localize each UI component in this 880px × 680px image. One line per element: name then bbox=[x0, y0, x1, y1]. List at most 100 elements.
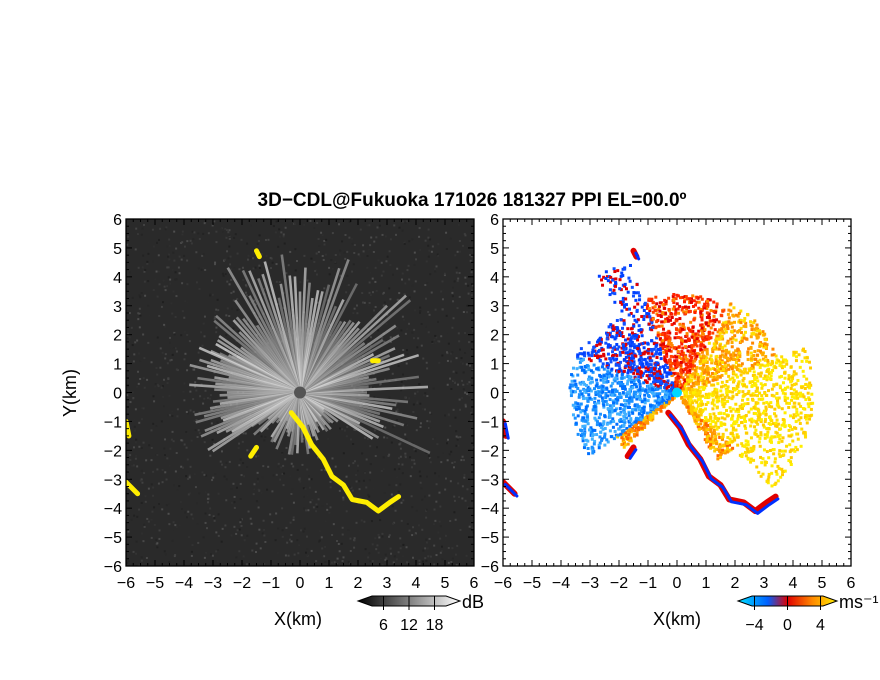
noise-pixel bbox=[184, 300, 187, 303]
velocity-pixel bbox=[668, 339, 672, 343]
velocity-pixel bbox=[697, 329, 701, 333]
noise-pixel bbox=[379, 382, 382, 385]
velocity-pixel bbox=[655, 336, 659, 340]
velocity-pixel bbox=[726, 327, 730, 331]
noise-pixel bbox=[245, 273, 248, 276]
noise-pixel bbox=[371, 543, 374, 546]
noise-pixel bbox=[424, 495, 427, 498]
noise-pixel bbox=[396, 267, 399, 270]
noise-pixel bbox=[280, 231, 283, 234]
velocity-pixel bbox=[658, 337, 662, 341]
noise-pixel bbox=[213, 516, 216, 519]
velocity-pixel bbox=[611, 327, 615, 331]
noise-pixel bbox=[456, 544, 459, 547]
noise-pixel bbox=[304, 487, 307, 490]
noise-pixel bbox=[329, 506, 332, 509]
noise-pixel bbox=[249, 224, 252, 227]
noise-pixel bbox=[447, 438, 450, 441]
noise-pixel bbox=[215, 531, 218, 534]
velocity-pixel bbox=[582, 368, 586, 372]
noise-pixel bbox=[134, 457, 137, 460]
noise-pixel bbox=[203, 556, 206, 559]
noise-pixel bbox=[369, 463, 372, 466]
velocity-pixel bbox=[694, 332, 698, 336]
noise-pixel bbox=[327, 437, 330, 440]
velocity-pixel bbox=[632, 343, 636, 347]
noise-pixel bbox=[141, 227, 144, 230]
velocity-pixel bbox=[715, 334, 719, 338]
velocity-pixel bbox=[687, 305, 691, 309]
velocity-pixel bbox=[683, 298, 687, 302]
velocity-pixel bbox=[712, 300, 716, 304]
velocity-pixel bbox=[613, 408, 617, 412]
velocity-pixel bbox=[720, 359, 724, 363]
noise-pixel bbox=[355, 474, 358, 477]
velocity-pixel bbox=[688, 354, 692, 358]
noise-pixel bbox=[451, 461, 454, 464]
noise-pixel bbox=[181, 508, 184, 511]
velocity-pixel bbox=[695, 300, 699, 304]
velocity-pixel bbox=[605, 362, 609, 366]
noise-pixel bbox=[166, 266, 169, 269]
noise-pixel bbox=[246, 242, 249, 245]
velocity-pixel bbox=[604, 396, 608, 400]
velocity-pixel bbox=[619, 318, 623, 322]
velocity-pixel bbox=[651, 366, 655, 370]
noise-pixel bbox=[228, 245, 231, 248]
noise-pixel bbox=[364, 548, 367, 551]
noise-pixel bbox=[315, 510, 318, 513]
velocity-pixel bbox=[762, 345, 766, 349]
velocity-pixel bbox=[701, 369, 705, 373]
x-tick-label: 5 bbox=[441, 575, 450, 592]
noise-pixel bbox=[235, 532, 238, 535]
velocity-pixel bbox=[640, 371, 644, 375]
velocity-pixel bbox=[772, 365, 776, 369]
noise-pixel bbox=[424, 239, 427, 242]
velocity-pixel bbox=[628, 307, 632, 311]
velocity-pixel bbox=[728, 390, 732, 394]
noise-pixel bbox=[292, 280, 295, 283]
velocity-pixel bbox=[763, 342, 767, 346]
noise-pixel bbox=[331, 267, 334, 270]
velocity-pixel bbox=[729, 302, 733, 306]
noise-pixel bbox=[388, 353, 391, 356]
noise-pixel bbox=[221, 272, 224, 275]
noise-pixel bbox=[339, 427, 342, 430]
velocity-pixel bbox=[639, 423, 643, 427]
velocity-pixel bbox=[693, 336, 697, 340]
velocity-pixel bbox=[635, 397, 639, 401]
velocity-pixel bbox=[618, 334, 622, 338]
noise-pixel bbox=[247, 254, 250, 257]
velocity-pixel bbox=[715, 442, 719, 446]
velocity-pixel bbox=[570, 373, 574, 377]
velocity-pixel bbox=[652, 342, 656, 346]
velocity-pixel bbox=[740, 370, 744, 374]
noise-pixel bbox=[150, 361, 153, 364]
velocity-pixel bbox=[649, 404, 653, 408]
noise-pixel bbox=[371, 560, 374, 563]
velocity-pixel bbox=[647, 297, 651, 301]
velocity-pixel bbox=[718, 344, 722, 348]
noise-pixel bbox=[140, 447, 143, 450]
noise-pixel bbox=[143, 472, 146, 475]
noise-pixel bbox=[437, 456, 440, 459]
velocity-pixel bbox=[629, 311, 633, 315]
noise-pixel bbox=[405, 220, 408, 223]
noise-pixel bbox=[449, 383, 452, 386]
noise-pixel bbox=[418, 470, 421, 473]
velocity-pixel bbox=[685, 334, 689, 338]
velocity-pixel bbox=[588, 381, 592, 385]
velocity-pixel bbox=[706, 304, 710, 308]
velocity-pixel bbox=[704, 383, 708, 387]
noise-pixel bbox=[392, 426, 395, 429]
noise-pixel bbox=[444, 477, 447, 480]
velocity-pixel bbox=[710, 426, 714, 430]
noise-pixel bbox=[343, 251, 346, 254]
velocity-pixel bbox=[709, 374, 713, 378]
velocity-pixel bbox=[722, 321, 726, 325]
noise-pixel bbox=[137, 370, 140, 373]
velocity-pixel bbox=[685, 297, 689, 301]
velocity-pixel bbox=[786, 385, 790, 389]
noise-pixel bbox=[189, 492, 192, 495]
velocity-pixel bbox=[597, 416, 601, 420]
